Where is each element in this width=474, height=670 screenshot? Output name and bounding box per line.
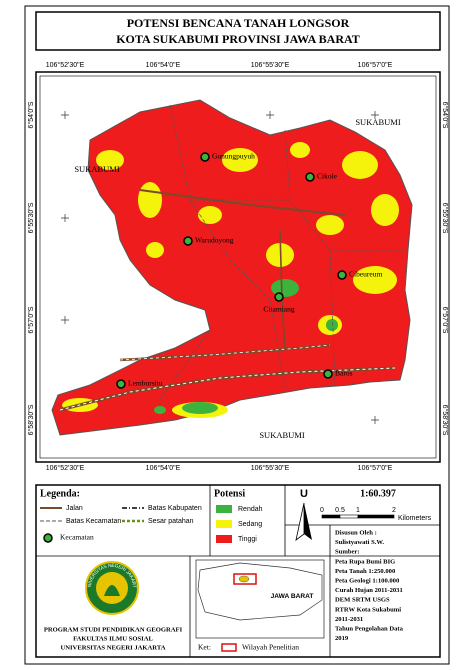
district-boundaries (159, 104, 408, 401)
district-label: Warudoyong (195, 236, 234, 245)
map-inner-frame (39, 75, 437, 459)
scale-unit: Kilometers (398, 515, 432, 522)
footer-line: PROGRAM STUDI PENDIDIKAN GEOGRAFI (44, 627, 183, 634)
credit-line: Peta Rupa Bumi BIG (335, 558, 395, 565)
legend-symbol (43, 533, 53, 543)
inset-map (195, 559, 325, 639)
y-coord: 6°54'0"S (27, 101, 35, 128)
district-label: Citamiang (263, 305, 294, 314)
legend-label: Jalan (66, 505, 83, 512)
credit-line: Sumber: (335, 549, 360, 556)
north-arrow (295, 502, 305, 541)
credit-line: Peta Geologi 1:100.000 (335, 578, 400, 585)
district-label: Cibeureum (349, 270, 382, 279)
legend-swatch (216, 520, 232, 528)
x-coord: 106°55'30"E (251, 61, 290, 69)
y-coord: 6°57'0"S (441, 307, 449, 334)
x-coord: 106°54'0"E (146, 61, 181, 69)
scale-tick: 2 (392, 507, 396, 514)
region-label: SUKABUMI (355, 117, 401, 127)
inset-key-label: Wilayah Penelitian (242, 643, 299, 652)
scale-tick: 0.5 (335, 507, 345, 514)
district-label: Gunungpuyuh (212, 152, 255, 161)
footer-line: UNIVERSITAS NEGERI JAKARTA (60, 645, 165, 652)
scale-bar (321, 514, 395, 519)
credit-line: 2019 (335, 635, 349, 642)
credit-line: 2011-2031 (335, 616, 363, 623)
legend-dividers (36, 485, 440, 657)
scale-ratio: 1:60.397 (360, 488, 396, 499)
scale-tick: 1 (356, 507, 360, 514)
credit-line: DEM SRTM USGS (335, 597, 390, 604)
y-coord: 6°55'30"S (27, 202, 35, 233)
x-coord: 106°52'30"E (46, 61, 85, 69)
district-label: Baros (335, 369, 353, 378)
district-markers (116, 152, 347, 389)
y-coord: 6°57'0"S (27, 306, 35, 333)
district-label: Lembursitu (128, 379, 163, 388)
x-coord: 106°57'0"E (358, 61, 393, 69)
y-coord: 6°54'0"S (441, 102, 449, 129)
legend-title: Potensi (214, 488, 245, 499)
credit-line: Curah Hujan 2011-2031 (335, 587, 403, 594)
footer-line: FAKULTAS ILMU SOSIAL (73, 636, 153, 643)
rendah-zones (154, 279, 338, 414)
legend-label: Rendah (238, 506, 263, 513)
legend-label: Batas Kecamatan (66, 518, 121, 525)
y-coord: 6°55'30"S (441, 203, 449, 234)
y-coord: 6°58'30"S (441, 405, 449, 436)
inset-key-symbol (221, 643, 237, 652)
north-label: U (300, 488, 308, 500)
district-label: Cikole (317, 172, 338, 181)
credits: Disusun Oleh : Sulistyawati S.W. Sumber: Pe… (335, 530, 404, 643)
north-arrow (304, 503, 312, 540)
credit-line: RTRW Kota Sukabumi (335, 606, 401, 613)
credit-line: Peta Tanah 1:250.000 (335, 568, 396, 575)
title: POTENSI BENCANA TANAH LONGSOR (127, 16, 350, 30)
legend-label: Kecamatan (60, 533, 94, 542)
x-coord: 106°57'0"E (358, 464, 393, 472)
x-coord: 106°54'0"E (146, 464, 181, 472)
legend-label: Sedang (238, 521, 262, 528)
city-area (51, 99, 413, 436)
y-coord: 6°58'30"S (27, 404, 35, 435)
legend-label: Tinggi (238, 536, 257, 543)
legend-swatch (216, 535, 232, 543)
legend-title: Legenda: (40, 488, 80, 499)
legend-label: Sesar patahan (148, 518, 194, 525)
credit-line: Tahun Pengolahan Data (335, 626, 404, 633)
title: KOTA SUKABUMI PROVINSI JAWA BARAT (116, 32, 360, 46)
scale-tick: 0 (320, 507, 324, 514)
inset-label: JAWA BARAT (271, 593, 314, 600)
region-label: SUKABUMI (259, 430, 305, 440)
title-box (35, 11, 441, 51)
credit-line: Sulistyawati S.W. (335, 539, 384, 546)
x-coord: 106°52'30"E (46, 464, 85, 472)
x-coord: 106°55'30"E (251, 464, 290, 472)
region-label: SUKABUMI (74, 164, 120, 174)
inset-key-title: Ket: (198, 643, 211, 652)
legend-label: Batas Kabupaten (148, 505, 202, 512)
legend-swatch (216, 505, 232, 513)
credit-line: Disusun Oleh : (335, 530, 377, 537)
